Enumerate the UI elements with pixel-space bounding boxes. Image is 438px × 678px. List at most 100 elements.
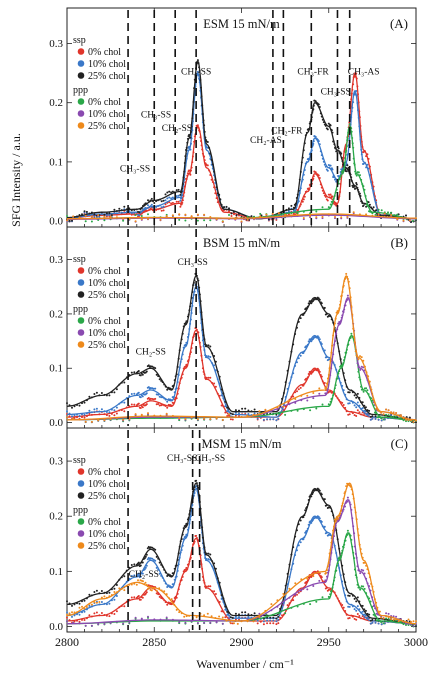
- data-point: [315, 407, 318, 410]
- data-point: [375, 209, 378, 212]
- data-point: [210, 615, 213, 618]
- data-point: [362, 390, 365, 393]
- data-point: [246, 215, 249, 218]
- data-point: [385, 413, 388, 416]
- data-point: [341, 401, 344, 404]
- data-point: [196, 124, 199, 127]
- data-point: [228, 413, 230, 416]
- data-point: [164, 203, 167, 206]
- data-point: [231, 418, 234, 421]
- data-point: [100, 601, 103, 603]
- panel-title: MSM 15 mN/m: [202, 437, 282, 451]
- data-point: [158, 378, 161, 381]
- data-point: [407, 618, 410, 621]
- data-point: [284, 612, 287, 615]
- data-point: [355, 618, 358, 621]
- data-point: [375, 619, 378, 622]
- data-point: [141, 395, 144, 398]
- data-point: [166, 603, 169, 606]
- data-point: [221, 220, 224, 223]
- data-point: [145, 591, 148, 594]
- data-point: [66, 215, 68, 217]
- data-point: [71, 219, 73, 222]
- data-point: [318, 579, 321, 582]
- data-point: [371, 618, 374, 621]
- data-point: [98, 216, 101, 218]
- data-point: [122, 622, 125, 625]
- data-point: [203, 621, 206, 624]
- data-point: [214, 385, 217, 388]
- data-point: [177, 200, 180, 203]
- data-point: [207, 585, 210, 588]
- data-point: [78, 216, 81, 219]
- fit-line: [67, 213, 416, 220]
- data-point: [275, 617, 278, 620]
- series-ssp-25-chol: [66, 59, 417, 223]
- data-point: [392, 411, 395, 414]
- data-point: [396, 218, 399, 221]
- data-point: [151, 365, 154, 368]
- data-point: [348, 617, 351, 619]
- y-tick-label: 0.1: [49, 156, 63, 168]
- data-point: [154, 397, 157, 400]
- data-point: [139, 598, 142, 601]
- data-point: [397, 620, 400, 623]
- data-point: [171, 201, 174, 204]
- data-point: [123, 205, 126, 208]
- data-point: [380, 616, 383, 619]
- data-point: [184, 417, 187, 420]
- data-point: [83, 599, 86, 602]
- fit-line: [66, 537, 416, 625]
- x-tick-label: 2800: [55, 635, 79, 649]
- data-point: [108, 214, 111, 217]
- data-point: [356, 605, 359, 608]
- data-point: [380, 623, 383, 626]
- data-point: [229, 621, 232, 624]
- y-tick-label: 0.3: [49, 38, 63, 50]
- data-point: [184, 568, 187, 571]
- data-point: [296, 390, 298, 393]
- data-point: [287, 210, 290, 213]
- data-point: [88, 593, 91, 596]
- data-point: [342, 404, 345, 406]
- data-point: [345, 170, 348, 173]
- data-point: [395, 615, 398, 618]
- data-point: [362, 366, 365, 369]
- data-point: [155, 393, 158, 396]
- fit-line: [67, 498, 417, 625]
- data-point: [348, 391, 351, 394]
- data-point: [209, 219, 212, 222]
- data-point: [118, 207, 121, 210]
- data-point: [361, 407, 364, 410]
- data-point: [368, 409, 371, 412]
- data-point: [355, 174, 358, 177]
- data-point: [123, 575, 126, 578]
- data-point: [361, 604, 364, 607]
- data-point: [113, 208, 116, 211]
- data-point: [90, 624, 93, 627]
- data-point: [209, 621, 212, 624]
- legend-marker: [77, 518, 85, 525]
- data-point: [318, 489, 321, 492]
- data-point: [259, 212, 262, 215]
- panel-b: 0.0 0.1 0.2 0.3 CH₂-SS CH₃-SS BSM 15 mN/m (B) ss…: [49, 226, 417, 429]
- data-point: [83, 413, 86, 416]
- data-point: [326, 169, 329, 172]
- y-tick-label: 0.2: [49, 511, 63, 523]
- data-point: [113, 391, 116, 394]
- data-point: [272, 616, 275, 619]
- data-point: [405, 416, 408, 419]
- data-point: [412, 624, 415, 627]
- data-point: [170, 598, 173, 601]
- data-point: [179, 199, 182, 202]
- data-point: [302, 217, 305, 219]
- series-ppp-25-chol: [66, 482, 417, 625]
- series-ssp-10-chol: [66, 70, 417, 223]
- y-axis-label: SFG Intensity / a.u.: [9, 133, 23, 227]
- data-point: [369, 619, 372, 622]
- data-point: [284, 413, 287, 416]
- data-point: [361, 610, 364, 613]
- fit-line: [67, 532, 417, 625]
- data-point: [144, 566, 147, 569]
